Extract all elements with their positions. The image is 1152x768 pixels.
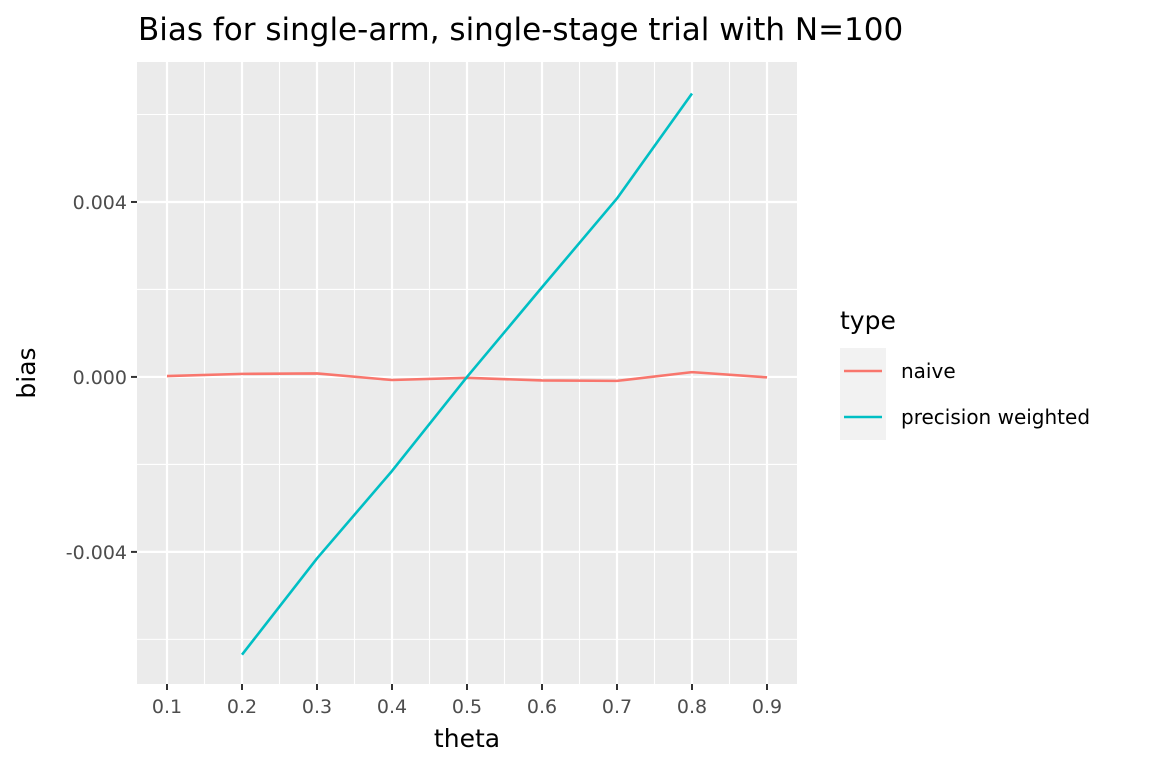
legend: type naive precision weighted [840, 306, 1090, 440]
series-line-precision-weighted [240, 92, 694, 656]
x-tick-label: 0.2 [227, 696, 257, 718]
legend-label: naive [901, 359, 956, 383]
x-tick-label: 0.3 [302, 696, 332, 718]
x-tick-label: 0.7 [602, 696, 632, 718]
y-axis-title: bias [12, 347, 41, 398]
y-tick-label: 0.004 [73, 192, 127, 214]
series-lines [166, 92, 768, 656]
y-axis: 0.004 0.000 -0.004 [66, 192, 137, 564]
x-tick-label: 0.8 [677, 696, 707, 718]
chart-title: Bias for single-arm, single-stage trial … [138, 12, 903, 48]
y-tick-label: -0.004 [66, 542, 127, 564]
x-tick-label: 0.6 [527, 696, 557, 718]
x-axis-title: theta [434, 724, 500, 753]
legend-title: type [840, 306, 896, 335]
x-tick-label: 0.9 [752, 696, 782, 718]
legend-label: precision weighted [901, 405, 1090, 429]
x-tick-label: 0.1 [152, 696, 182, 718]
x-tick-label: 0.4 [377, 696, 407, 718]
legend-item: naive [840, 348, 956, 394]
x-tick-label: 0.5 [452, 696, 482, 718]
x-axis: 0.1 0.2 0.3 0.4 0.5 0.6 0.7 0.8 0.9 [152, 684, 782, 718]
legend-item: precision weighted [840, 394, 1090, 440]
y-tick-label: 0.000 [73, 367, 127, 389]
